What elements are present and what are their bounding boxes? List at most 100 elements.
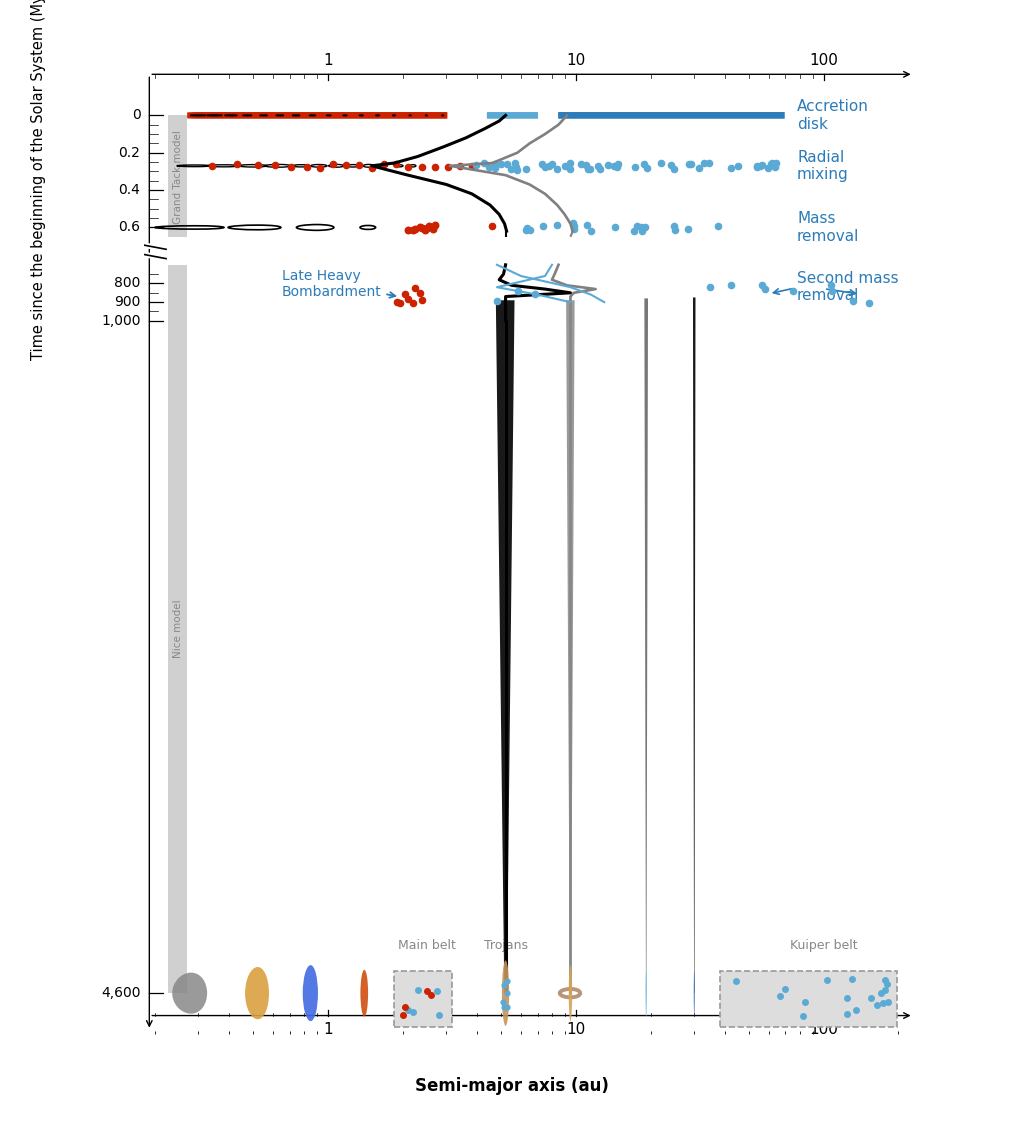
- Point: [872, 984, 889, 1002]
- Point: [543, 155, 560, 173]
- Point: [797, 993, 814, 1011]
- Ellipse shape: [361, 970, 368, 1017]
- Point: [591, 159, 608, 177]
- Point: [494, 993, 510, 1011]
- Point: [763, 155, 779, 173]
- Point: [487, 159, 503, 177]
- Point: [751, 157, 768, 175]
- Point: [283, 158, 299, 176]
- Polygon shape: [566, 300, 575, 993]
- Point: [519, 160, 535, 179]
- Text: Grand Tack model: Grand Tack model: [173, 131, 183, 224]
- Polygon shape: [693, 298, 696, 993]
- Point: [610, 155, 626, 173]
- Point: [863, 988, 879, 1006]
- Point: [509, 282, 526, 300]
- Point: [548, 160, 565, 179]
- Text: 0: 0: [132, 109, 140, 123]
- Text: 900: 900: [114, 295, 140, 309]
- Ellipse shape: [245, 968, 269, 1019]
- Point: [748, 158, 765, 176]
- Point: [701, 153, 717, 172]
- Point: [756, 279, 773, 298]
- Point: [681, 155, 697, 173]
- Point: [665, 160, 682, 179]
- Point: [565, 214, 581, 232]
- Point: [848, 1002, 864, 1020]
- Point: [426, 216, 443, 235]
- Point: [578, 156, 594, 174]
- Point: [412, 284, 428, 302]
- Text: Semi-major axis (au): Semi-major axis (au): [415, 1077, 609, 1095]
- Point: [709, 216, 726, 235]
- Point: [337, 156, 354, 174]
- Text: Late Heavy
Bombardment: Late Heavy Bombardment: [282, 269, 396, 299]
- Text: 100: 100: [810, 1022, 838, 1037]
- Point: [405, 293, 421, 311]
- Point: [484, 216, 500, 235]
- Point: [527, 284, 543, 302]
- Point: [609, 158, 625, 176]
- Point: [879, 993, 896, 1011]
- Point: [823, 276, 839, 294]
- Point: [637, 218, 653, 236]
- Point: [418, 981, 435, 1000]
- Point: [640, 159, 656, 177]
- Point: [754, 276, 771, 294]
- Point: [558, 157, 574, 175]
- Point: [519, 219, 535, 237]
- Point: [405, 1003, 421, 1021]
- Point: [583, 222, 600, 240]
- Point: [691, 159, 707, 177]
- Point: [422, 986, 439, 1004]
- Point: [768, 153, 784, 172]
- Point: [493, 155, 509, 173]
- Point: [498, 155, 515, 173]
- Point: [440, 158, 456, 176]
- Point: [667, 221, 684, 239]
- Point: [430, 1006, 447, 1025]
- Point: [754, 156, 771, 174]
- Text: 0.6: 0.6: [119, 221, 140, 235]
- Point: [772, 987, 788, 1005]
- Point: [414, 219, 430, 237]
- Point: [824, 282, 840, 300]
- Point: [680, 220, 696, 238]
- Ellipse shape: [302, 965, 318, 1021]
- Point: [463, 157, 480, 175]
- Point: [416, 221, 433, 239]
- FancyBboxPatch shape: [168, 116, 188, 237]
- Point: [498, 972, 515, 990]
- Polygon shape: [496, 300, 515, 993]
- Point: [566, 220, 582, 238]
- Point: [418, 219, 435, 237]
- Point: [364, 159, 380, 177]
- Point: [876, 981, 893, 1000]
- FancyBboxPatch shape: [487, 112, 538, 119]
- Text: Trojans: Trojans: [484, 939, 528, 951]
- Text: 10: 10: [567, 53, 585, 68]
- Point: [819, 970, 835, 988]
- Point: [562, 153, 578, 172]
- Ellipse shape: [502, 961, 509, 1026]
- Point: [397, 998, 413, 1017]
- Point: [414, 291, 430, 309]
- Point: [696, 153, 712, 172]
- Point: [400, 158, 416, 176]
- Point: [507, 153, 524, 172]
- Point: [579, 159, 596, 177]
- Text: Second mass
removal: Second mass removal: [797, 271, 899, 303]
- Point: [606, 157, 622, 175]
- Point: [761, 158, 777, 176]
- Point: [487, 155, 503, 173]
- Point: [876, 971, 893, 989]
- Point: [496, 997, 512, 1016]
- FancyBboxPatch shape: [720, 971, 898, 1027]
- Ellipse shape: [569, 965, 572, 1021]
- Point: [499, 998, 516, 1017]
- Point: [405, 221, 421, 239]
- Polygon shape: [645, 299, 648, 993]
- Text: Main belt: Main belt: [398, 939, 456, 951]
- Point: [701, 278, 717, 297]
- Text: Mass
removal: Mass removal: [797, 211, 860, 244]
